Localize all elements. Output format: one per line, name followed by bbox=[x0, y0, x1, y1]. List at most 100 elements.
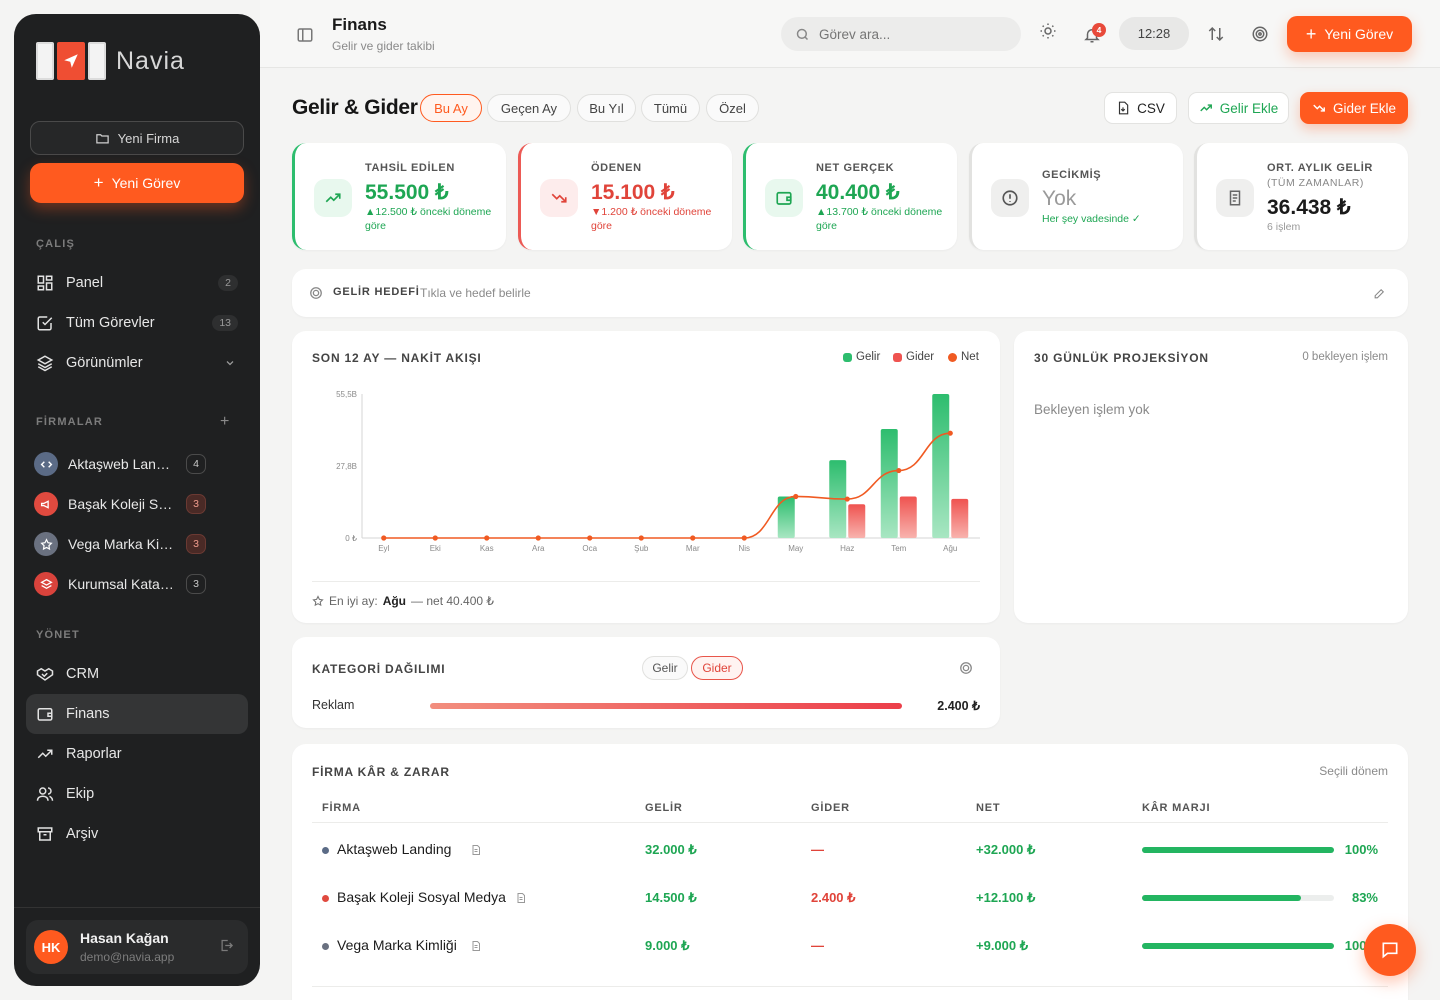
theme-toggle-icon[interactable] bbox=[1039, 22, 1057, 40]
kpi-label: TAHSİL EDİLEN bbox=[365, 162, 455, 174]
csv-export-button[interactable]: CSV bbox=[1104, 92, 1177, 124]
company-dot bbox=[322, 895, 329, 902]
company-item[interactable]: Vega Marka Kimliği 3 bbox=[34, 529, 234, 559]
period-pill[interactable]: Bu Ay bbox=[420, 94, 482, 122]
table-row[interactable]: Aktaşweb Landing 32.000 ₺ — +32.000 ₺ 10… bbox=[312, 826, 1388, 874]
net-point bbox=[741, 535, 747, 541]
kpi-overdue: GECİKMİŞ Yok Her şey vadesinde ✓ bbox=[969, 143, 1183, 250]
trend-up-icon bbox=[1199, 104, 1212, 112]
sidebar-item-label: Finans bbox=[66, 706, 110, 722]
sidebar-toggle-icon[interactable] bbox=[296, 26, 314, 44]
best-month-note: — net 40.400 ₺ bbox=[411, 594, 495, 608]
document-icon[interactable] bbox=[515, 892, 527, 904]
period-pill[interactable]: Geçen Ay bbox=[487, 94, 571, 122]
document-icon[interactable] bbox=[470, 844, 482, 856]
search-box[interactable] bbox=[781, 17, 1021, 51]
page-title: Finans bbox=[332, 15, 387, 34]
margin-bar bbox=[1142, 943, 1334, 949]
sidebar-item-crm[interactable]: CRM bbox=[26, 654, 248, 694]
period-pill[interactable]: Bu Yıl bbox=[577, 94, 636, 122]
net-point bbox=[896, 467, 902, 474]
company-item[interactable]: Kurumsal Katalog 3 bbox=[34, 569, 234, 599]
target-icon[interactable] bbox=[1251, 25, 1269, 43]
income-goal-bar[interactable]: GELİR HEDEFİ Tıkla ve hedef belirle bbox=[292, 269, 1408, 317]
pnl-title: FİRMA KÂR & ZARAR bbox=[312, 765, 450, 779]
category-tab-income[interactable]: Gelir bbox=[642, 656, 688, 680]
notifications-button[interactable]: 4 bbox=[1083, 23, 1106, 44]
document-icon[interactable] bbox=[470, 940, 482, 952]
users-icon bbox=[36, 787, 54, 801]
logout-icon[interactable] bbox=[219, 938, 234, 953]
margin-cell: 100% bbox=[1344, 842, 1378, 857]
category-card: KATEGORİ DAĞILIMI Gelir Gider Reklam 2.4… bbox=[292, 637, 1000, 728]
megaphone-icon bbox=[34, 492, 58, 516]
y-tick-label: 27,8B bbox=[336, 462, 357, 471]
sidebar-item-views[interactable]: Görünümler bbox=[26, 343, 248, 383]
net-point bbox=[844, 496, 850, 502]
sidebar-item-reports[interactable]: Raporlar bbox=[26, 734, 248, 774]
add-expense-button[interactable]: Gider Ekle bbox=[1300, 92, 1408, 124]
x-tick-label: Eki bbox=[430, 544, 441, 553]
edit-icon[interactable] bbox=[1373, 287, 1386, 300]
add-income-label: Gelir Ekle bbox=[1219, 100, 1279, 116]
sort-icon[interactable] bbox=[1207, 25, 1225, 43]
kpi-sublabel: (TÜM ZAMANLAR) bbox=[1267, 177, 1364, 189]
sidebar-item-label: CRM bbox=[66, 666, 100, 682]
pnl-card: FİRMA KÂR & ZARAR Seçili dönem FİRMA GEL… bbox=[292, 744, 1408, 1000]
x-tick-label: Oca bbox=[582, 544, 597, 553]
kpi-label: NET GERÇEK bbox=[816, 162, 895, 174]
x-tick-label: Şub bbox=[634, 544, 649, 553]
net-cell: +9.000 ₺ bbox=[976, 938, 1029, 953]
y-tick-label: 55,5B bbox=[336, 390, 357, 399]
code-icon bbox=[34, 452, 58, 476]
sidebar-item-archive[interactable]: Arşiv bbox=[26, 814, 248, 854]
user-card[interactable]: HK Hasan Kağan demo@navia.app bbox=[26, 920, 248, 974]
topbar-new-task-button[interactable]: + Yeni Görev bbox=[1287, 16, 1412, 52]
cashflow-card: SON 12 AY — NAKİT AKIŞI Gelir Gider Net … bbox=[292, 331, 1000, 623]
checkbox-icon bbox=[37, 316, 53, 331]
divider bbox=[14, 907, 260, 908]
chevron-down-icon bbox=[226, 361, 234, 366]
period-pill[interactable]: Özel bbox=[706, 94, 759, 122]
pending-count: 0 bekleyen işlem bbox=[1302, 351, 1388, 363]
chat-button[interactable] bbox=[1364, 924, 1416, 976]
company-item[interactable]: Aktaşweb Landing 4 bbox=[34, 449, 234, 479]
legend-label: Net bbox=[961, 351, 979, 363]
margin-bar-fill bbox=[1142, 943, 1334, 949]
company-name: Kurumsal Katalog bbox=[68, 576, 176, 592]
x-tick-label: Mar bbox=[686, 544, 700, 553]
add-income-button[interactable]: Gelir Ekle bbox=[1188, 92, 1289, 124]
new-company-button[interactable]: Yeni Firma bbox=[30, 121, 244, 155]
sidebar-item-team[interactable]: Ekip bbox=[26, 774, 248, 814]
sidebar-item-label: Arşiv bbox=[66, 826, 99, 842]
period-pill[interactable]: Tümü bbox=[641, 94, 700, 122]
margin-bar bbox=[1142, 895, 1334, 901]
net-point bbox=[793, 493, 799, 500]
sidebar-item-all-tasks[interactable]: Tüm Görevler 13 bbox=[26, 303, 248, 343]
table-row[interactable]: Vega Marka Kimliği 9.000 ₺ — +9.000 ₺ 10… bbox=[312, 922, 1388, 970]
net-point bbox=[638, 535, 644, 541]
clock: 12:28 bbox=[1119, 17, 1189, 50]
company-name: Aktaşweb Landing bbox=[68, 456, 176, 472]
legend-label: Gelir bbox=[856, 351, 881, 363]
brand-logo[interactable]: Navia bbox=[36, 42, 185, 80]
expense-cell: — bbox=[811, 938, 824, 953]
company-dot bbox=[322, 943, 329, 950]
trend-down-icon bbox=[1313, 104, 1325, 112]
company-item[interactable]: Başak Koleji Sosyal Medya 3 bbox=[34, 489, 234, 519]
brand-name: Navia bbox=[116, 46, 185, 75]
search-input[interactable] bbox=[819, 26, 999, 42]
kpi-label: GECİKMİŞ bbox=[1042, 169, 1102, 181]
company-name: Aktaşweb Landing bbox=[337, 841, 452, 857]
category-tab-expense[interactable]: Gider bbox=[691, 656, 743, 680]
sidebar-item-panel[interactable]: Panel 2 bbox=[26, 263, 248, 303]
kpi-label: ÖDENEN bbox=[591, 162, 642, 174]
target-icon[interactable] bbox=[959, 661, 973, 675]
add-company-icon[interactable]: + bbox=[220, 413, 230, 430]
sidebar-new-task-button[interactable]: + Yeni Görev bbox=[30, 163, 244, 203]
margin-cell: 83% bbox=[1351, 890, 1378, 905]
table-row[interactable]: Başak Koleji Sosyal Medya 14.500 ₺ 2.400… bbox=[312, 874, 1388, 922]
divider bbox=[312, 581, 980, 582]
kpi-value: 40.400 ₺ bbox=[816, 181, 900, 204]
sidebar-item-finance[interactable]: Finans bbox=[26, 694, 248, 734]
